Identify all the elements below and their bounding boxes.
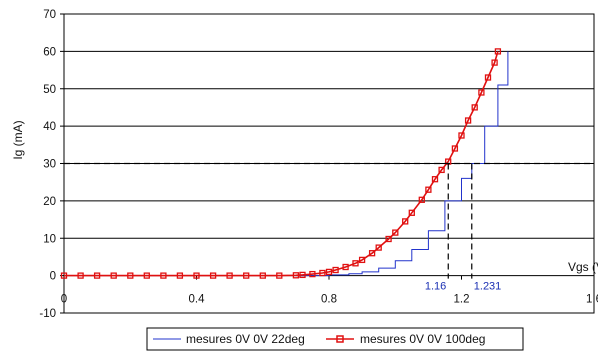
data-point-100deg	[309, 270, 316, 278]
data-point-100deg	[408, 209, 415, 216]
marker-label: 1.16	[425, 281, 446, 293]
data-point-100deg	[358, 256, 366, 264]
data-point-100deg	[484, 74, 492, 81]
series-layer	[60, 48, 509, 279]
data-point-100deg	[160, 272, 167, 279]
x-tick-label: 1.2	[454, 294, 470, 306]
legend-label-22deg: mesures 0V 0V 22deg	[186, 332, 305, 346]
legend: mesures 0V 0V 22deg mesures 0V 0V 100deg	[146, 327, 524, 351]
data-point-100deg	[299, 271, 306, 279]
data-point-100deg	[368, 250, 376, 257]
data-point-100deg	[464, 117, 472, 124]
data-point-100deg	[209, 272, 217, 279]
data-point-100deg	[325, 268, 333, 276]
data-point-100deg	[143, 272, 150, 279]
legend-label-100deg: mesures 0V 0V 100deg	[360, 332, 485, 346]
data-point-100deg	[292, 272, 300, 279]
data-point-100deg	[176, 272, 184, 279]
data-point-100deg	[392, 229, 399, 236]
data-point-100deg	[478, 89, 485, 96]
data-point-100deg	[127, 272, 134, 279]
x-axis-title: Vgs (V)	[568, 260, 598, 274]
data-point-100deg	[402, 218, 409, 225]
y-tick-label: 50	[43, 84, 56, 96]
x-tick-label: 0	[61, 294, 67, 306]
y-tick-label: 0	[50, 271, 56, 283]
y-axis-title: Ig (mA)	[11, 120, 25, 159]
data-point-100deg	[276, 272, 283, 279]
y-tick-label: 10	[43, 233, 56, 245]
data-point-100deg	[352, 260, 359, 267]
data-point-100deg	[431, 176, 439, 183]
data-point-100deg	[418, 196, 425, 203]
annotations: 1.16 1.231	[64, 162, 594, 293]
data-point-100deg	[77, 272, 84, 279]
data-point-100deg	[110, 272, 117, 279]
x-tick-label: 1.6	[586, 294, 598, 306]
data-point-100deg	[226, 272, 233, 279]
x-tick-label: 0.4	[189, 294, 206, 306]
y-tick-label: 20	[43, 196, 56, 208]
data-point-100deg	[494, 48, 502, 55]
data-point-100deg	[491, 59, 498, 66]
y-tick-label: 40	[43, 121, 56, 133]
data-point-100deg	[458, 132, 465, 139]
data-point-100deg	[243, 272, 250, 279]
data-point-100deg	[342, 263, 349, 271]
data-point-100deg	[471, 104, 478, 111]
y-tick-label: 70	[43, 9, 56, 21]
data-point-100deg	[193, 272, 200, 279]
x-tick-labels: 0 0.4 0.8 1.2 1.6	[61, 294, 598, 306]
y-tick-label: -10	[39, 308, 56, 320]
data-point-100deg	[332, 266, 339, 274]
data-point-100deg	[385, 235, 392, 243]
data-point-100deg	[375, 244, 382, 251]
data-point-100deg	[259, 272, 266, 279]
y-tick-label: 60	[43, 46, 56, 58]
y-tick-labels: -10 0 10 20 30 40 50 60 70	[39, 9, 56, 320]
data-point-100deg	[438, 166, 445, 174]
data-point-100deg	[319, 269, 326, 277]
series-line-22deg	[295, 51, 509, 277]
data-point-100deg	[93, 272, 101, 279]
y-tick-label: 30	[43, 159, 56, 171]
marker-label: 1.231	[474, 281, 502, 293]
data-point-100deg	[60, 272, 68, 279]
x-tick-label: 0.8	[321, 294, 337, 306]
data-point-100deg	[451, 145, 459, 152]
legend-marker-100deg	[336, 335, 344, 343]
data-point-100deg	[425, 186, 432, 193]
